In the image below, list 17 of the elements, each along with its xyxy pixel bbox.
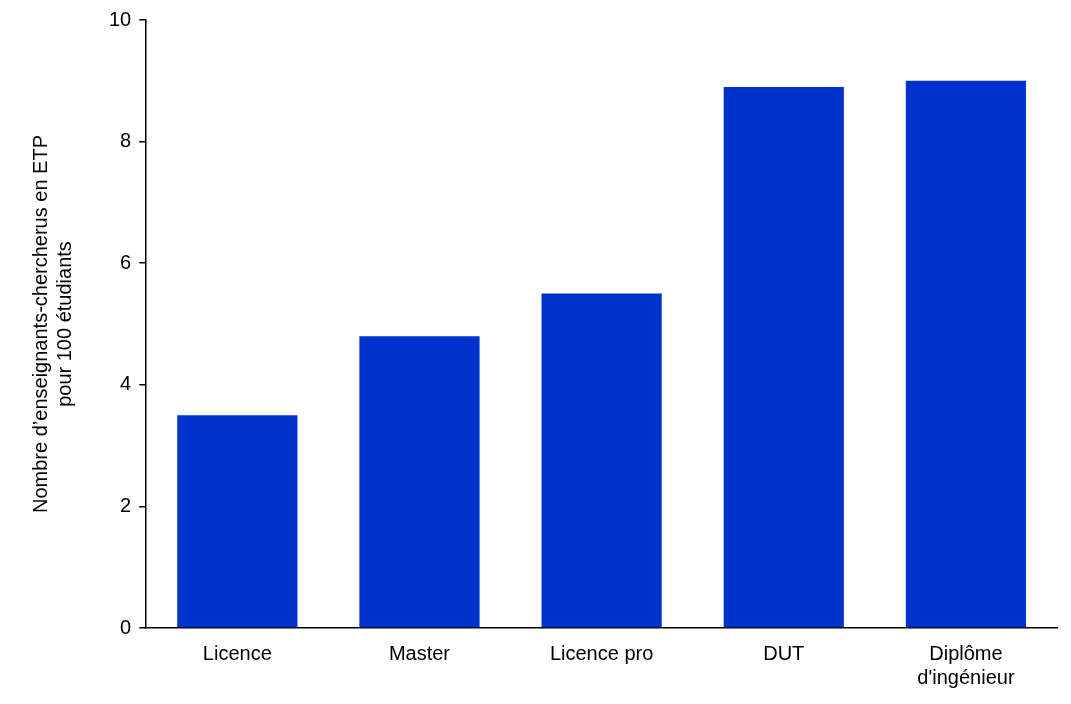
y-tick-label: 2 (120, 493, 132, 516)
x-tick-label: DUT (763, 641, 805, 664)
bar (177, 415, 298, 628)
y-tick-label: 8 (120, 129, 132, 152)
bar (359, 336, 480, 628)
y-tick-label: 6 (120, 250, 132, 273)
x-tick-label: Master (388, 641, 451, 664)
y-tick-label: 0 (120, 615, 132, 638)
bar (723, 86, 844, 628)
x-tick-label: Licence (202, 641, 272, 664)
y-tick-label: 10 (109, 7, 132, 30)
bar (541, 293, 662, 628)
x-tick-label: Licence pro (549, 641, 654, 664)
y-axis-title: Nombre d’enseignants-chercherus en ETP pour 100 étudiants (28, 135, 75, 513)
x-tick-label: Diplôme d'ingénieur (917, 641, 1015, 688)
y-tick-label: 4 (120, 372, 132, 395)
bar (905, 80, 1027, 628)
